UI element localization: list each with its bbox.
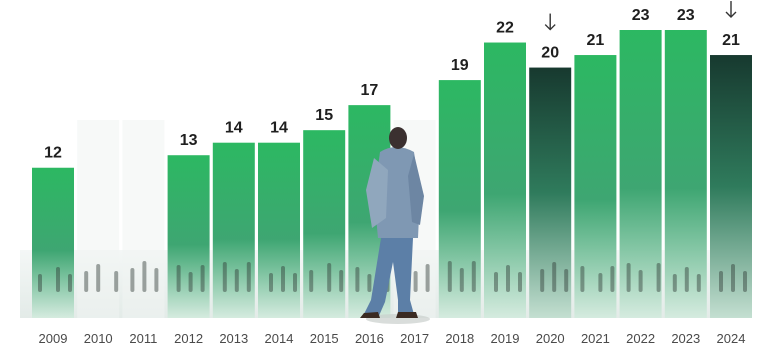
crowd-figure — [459, 268, 464, 292]
value-label-2024: 21 — [722, 32, 740, 49]
bar-2013 — [212, 142, 255, 318]
crowd-figure — [84, 271, 89, 292]
crowd-figure — [506, 265, 510, 292]
crowd-figure — [38, 274, 42, 292]
crowd-figure — [234, 269, 239, 292]
x-tick-label-2019: 2019 — [491, 331, 520, 346]
x-tick-label-2024: 2024 — [717, 331, 746, 346]
bar-2018 — [438, 80, 481, 318]
crowd-figure — [656, 263, 661, 292]
crowd-figure — [471, 261, 476, 292]
crowd-figure — [743, 271, 747, 292]
walking-man-illustration — [360, 127, 430, 324]
crowd-figure — [684, 267, 689, 292]
value-label-2013: 14 — [225, 120, 243, 137]
crowd-figure — [494, 272, 498, 292]
crowd-figure — [200, 265, 205, 292]
value-label-2009: 12 — [44, 145, 62, 162]
x-tick-label-2012: 2012 — [174, 331, 203, 346]
crowd-figure — [114, 271, 119, 292]
crowd-figure — [68, 274, 72, 292]
value-label-2018: 19 — [451, 57, 469, 74]
x-tick-label-2022: 2022 — [626, 331, 655, 346]
crowd-figure — [672, 274, 677, 292]
crowd-figure — [696, 274, 701, 292]
value-label-2012: 13 — [180, 132, 198, 149]
crowd-figure — [598, 273, 603, 292]
down-arrow-icon — [725, 1, 737, 19]
crowd-figure — [719, 271, 723, 292]
bar-2015 — [303, 130, 346, 318]
x-tick-label-2014: 2014 — [265, 331, 294, 346]
crowd-figure — [731, 264, 735, 292]
crowd-figure — [580, 266, 585, 292]
x-axis-ticks: 2009 2010 2011 2012 2013 2014 2015 2016 2017 2018… — [39, 331, 746, 346]
value-labels-layer: 12 13 14 14 15 17 19 22 20 21 23 23 21 — [44, 1, 740, 162]
down-arrow-icon — [544, 13, 556, 31]
x-tick-label-2021: 2021 — [581, 331, 610, 346]
crowd-figure — [246, 262, 251, 292]
bar-2019 — [484, 42, 526, 319]
value-label-2016: 17 — [361, 82, 379, 99]
crowd-figure — [309, 270, 314, 292]
x-tick-label-2011: 2011 — [129, 331, 157, 346]
crowd-figure — [626, 263, 631, 292]
crowd-figure — [564, 269, 569, 292]
crowd-figure — [142, 261, 147, 292]
bars-layer — [32, 30, 752, 319]
crowd-figure — [130, 268, 135, 292]
bar-2022 — [619, 30, 662, 318]
crowd-layer — [38, 261, 747, 292]
crowd-figure — [269, 273, 273, 292]
crowd-figure — [327, 263, 332, 292]
crowd-figure — [222, 262, 227, 292]
bar-2020 — [529, 67, 572, 318]
crowd-figure — [176, 265, 181, 292]
crowd-figure — [552, 262, 557, 292]
value-label-2015: 15 — [315, 107, 333, 124]
bar-2012 — [167, 155, 210, 318]
crowd-figure — [425, 264, 430, 292]
bar-2021 — [574, 55, 617, 318]
bar-2014 — [258, 142, 300, 318]
crowd-figure — [610, 266, 615, 292]
crowd-figure — [188, 272, 193, 292]
x-tick-label-2017: 2017 — [400, 331, 429, 346]
x-tick-label-2010: 2010 — [84, 331, 113, 346]
x-tick-label-2009: 2009 — [39, 331, 68, 346]
bar-2009 — [32, 167, 74, 318]
value-label-2022: 23 — [632, 7, 650, 24]
crowd-figure — [367, 274, 372, 292]
crowd-figure — [638, 270, 643, 292]
crowd-figure — [339, 270, 344, 292]
crowd-figure — [355, 267, 360, 292]
crowd-figure — [518, 272, 522, 292]
crowd-figure — [56, 267, 60, 292]
crowd-figure — [540, 269, 545, 292]
crowd-figure — [154, 268, 159, 292]
crowd-figure — [447, 261, 452, 292]
x-tick-label-2018: 2018 — [445, 331, 474, 346]
x-tick-label-2020: 2020 — [536, 331, 565, 346]
x-tick-label-2016: 2016 — [355, 331, 384, 346]
x-tick-label-2015: 2015 — [310, 331, 339, 346]
value-label-2019: 22 — [496, 20, 514, 37]
value-label-2014: 14 — [270, 120, 288, 137]
value-label-2021: 21 — [587, 32, 605, 49]
x-tick-label-2013: 2013 — [219, 331, 248, 346]
empty-bar-2010 — [77, 120, 120, 318]
x-tick-label-2023: 2023 — [671, 331, 700, 346]
bar-2024 — [710, 55, 752, 318]
empty-bar-2011 — [122, 120, 165, 318]
value-label-2023: 23 — [677, 7, 695, 24]
value-label-2020: 20 — [541, 45, 559, 62]
crowd-figure — [96, 264, 101, 292]
crowd-figure — [293, 273, 297, 292]
crowd-figure — [281, 266, 285, 292]
bar-2023 — [664, 30, 707, 318]
crowd-figure — [413, 271, 418, 292]
